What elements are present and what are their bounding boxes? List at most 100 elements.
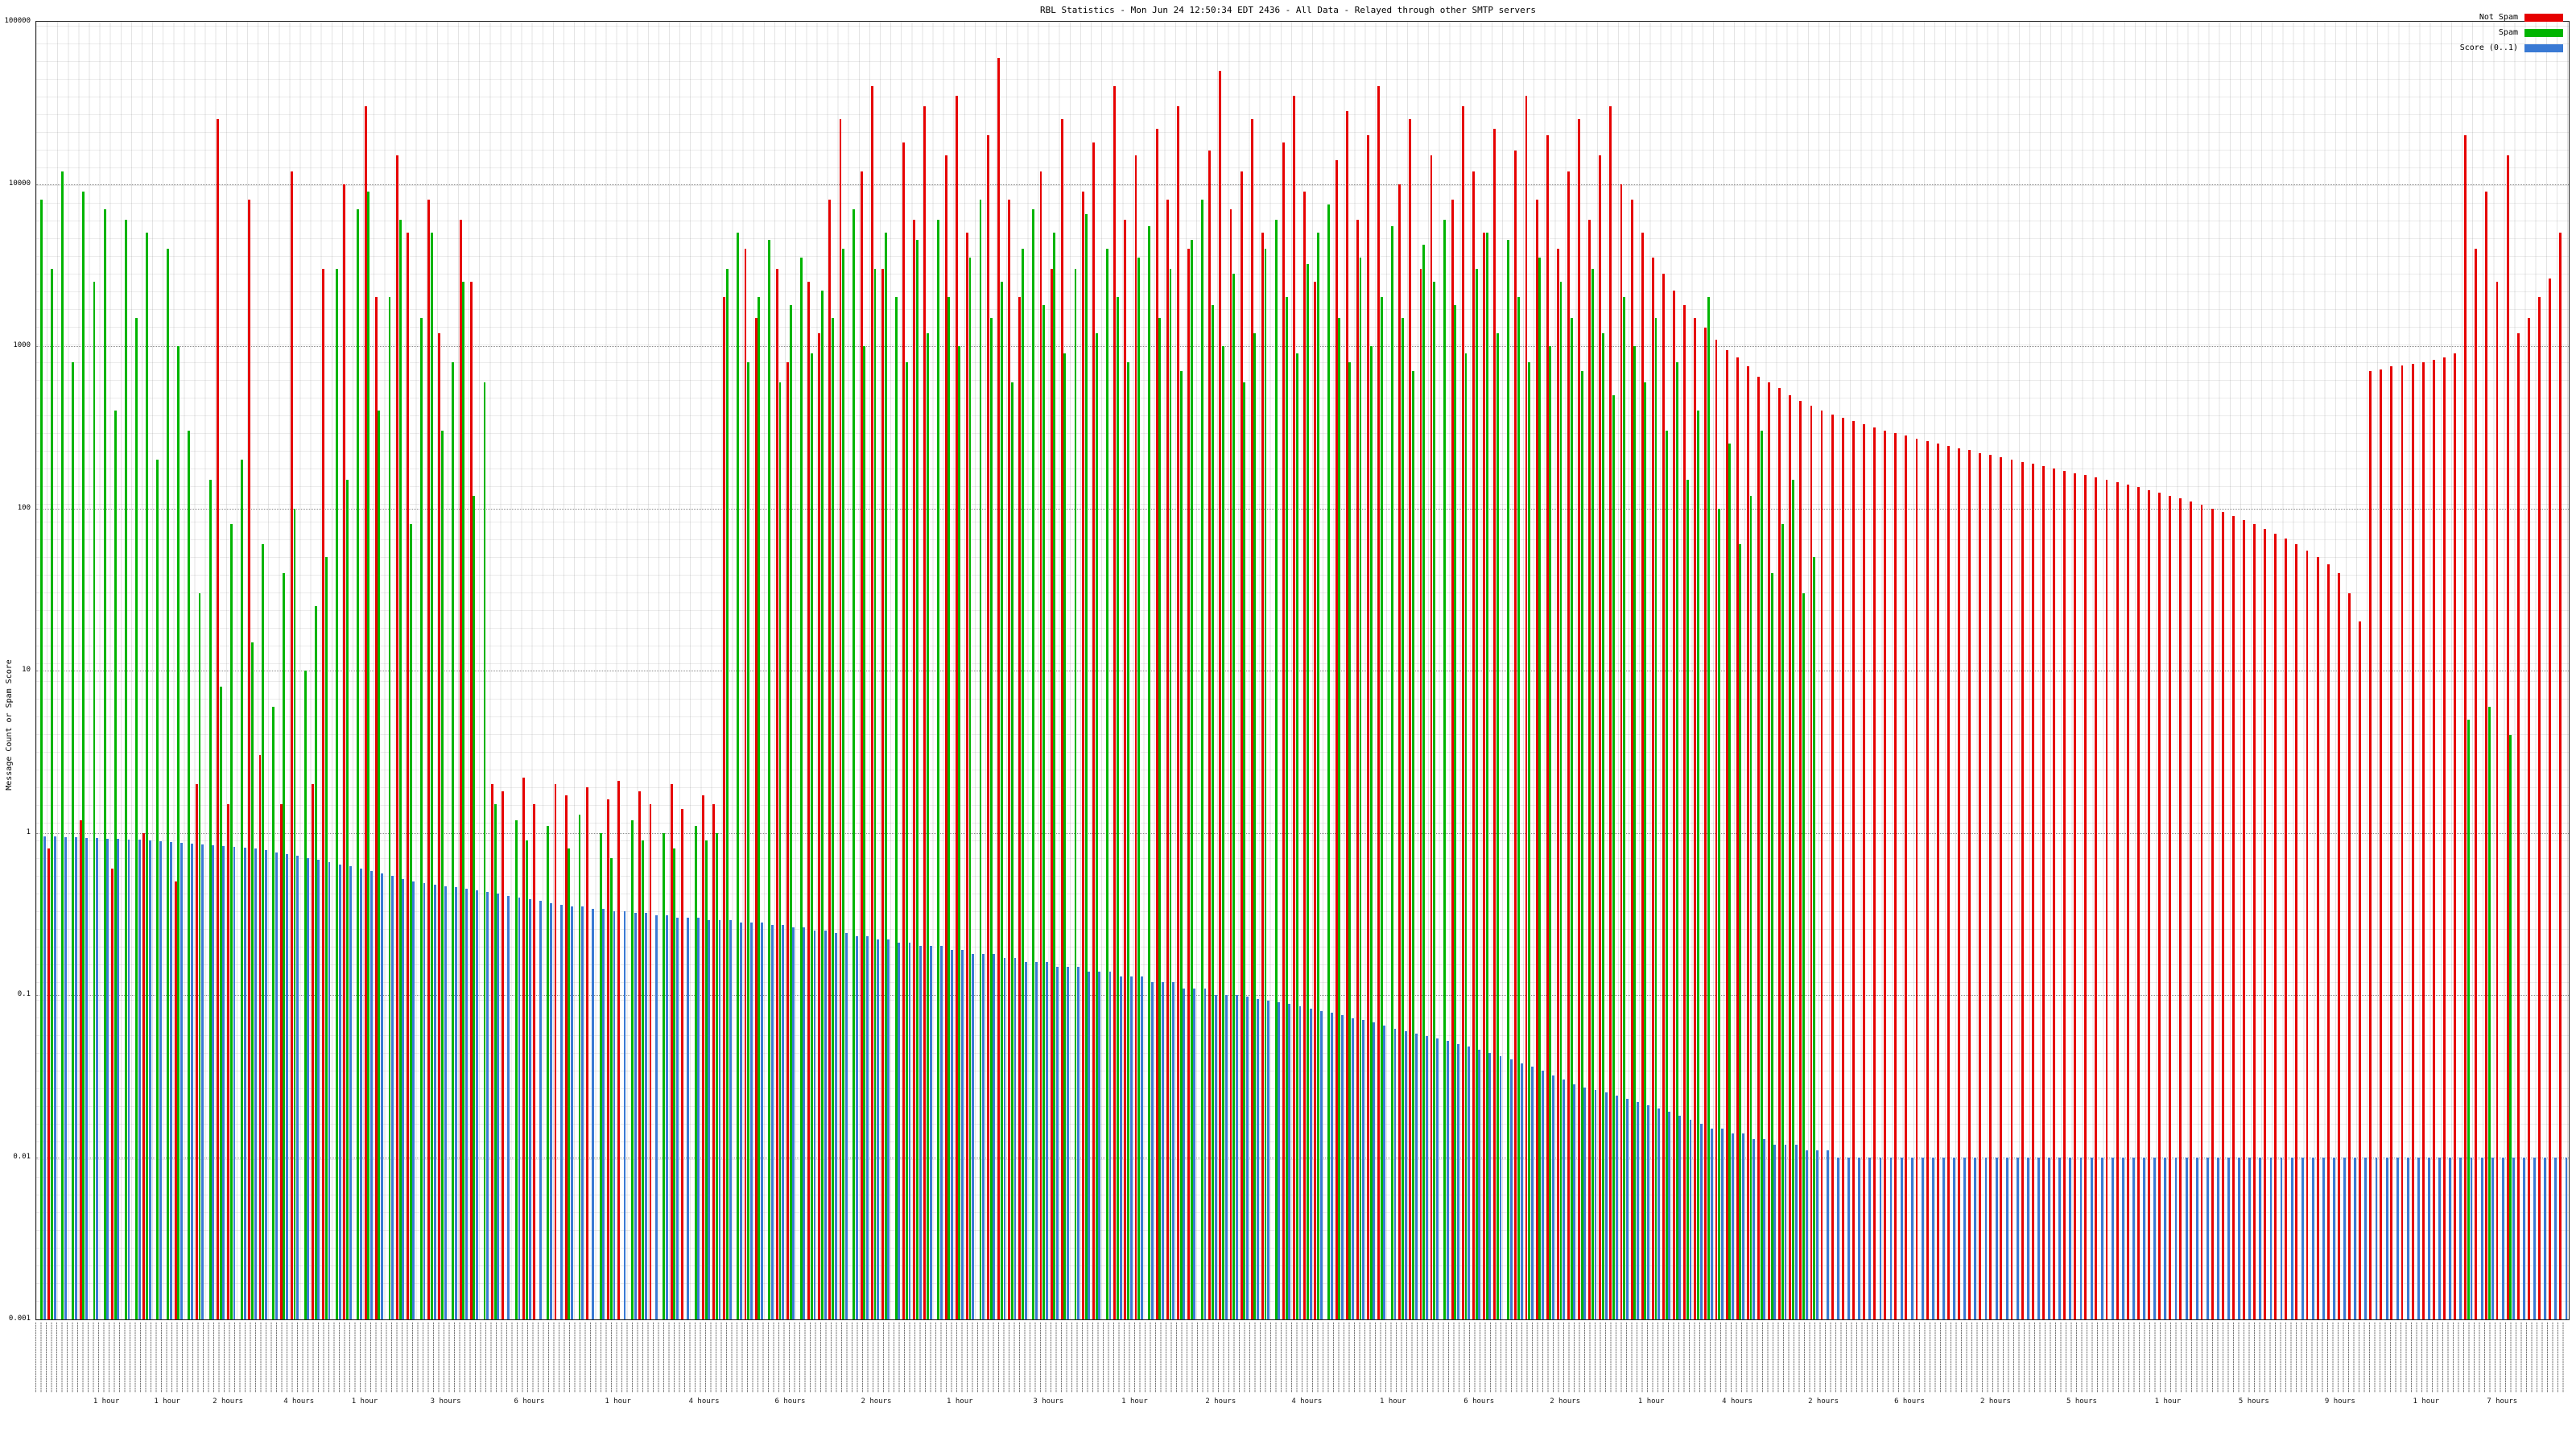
bar-not-spam [1134, 155, 1137, 1319]
bar-not-spam [1356, 220, 1359, 1319]
bar-spam [884, 233, 887, 1319]
bar-not-spam [1282, 142, 1285, 1319]
x-hour-label: 2 hours [1550, 1397, 1581, 1406]
bar-score-0-1 [1689, 1120, 1692, 1319]
bar-score-0-1 [2354, 1157, 2357, 1319]
bar-not-spam [395, 155, 398, 1319]
bar-spam [1422, 245, 1426, 1319]
bar-spam [915, 240, 919, 1319]
bar-spam [1000, 281, 1003, 1319]
bar-score-0-1 [127, 839, 130, 1319]
bar-not-spam [1936, 444, 1939, 1319]
x-hour-label: 1 hour [351, 1397, 378, 1406]
bar-score-0-1 [2417, 1157, 2420, 1319]
bar-spam [198, 592, 201, 1319]
bar-not-spam [279, 804, 283, 1319]
bar-not-spam [1546, 134, 1549, 1319]
bar-score-0-1 [739, 922, 742, 1319]
bar-not-spam [407, 233, 409, 1319]
bar-spam [1042, 304, 1046, 1319]
bar-score-0-1 [1330, 1012, 1333, 1319]
bar-spam [1538, 258, 1542, 1319]
bar-score-0-1 [581, 906, 584, 1319]
bar-spam [1369, 346, 1373, 1319]
bar-score-0-1 [2185, 1157, 2188, 1319]
bar-spam [852, 208, 856, 1319]
bar-score-0-1 [1974, 1157, 1977, 1319]
bar-not-spam [1768, 382, 1770, 1319]
bar-spam [1570, 317, 1573, 1319]
bar-score-0-1 [602, 908, 605, 1319]
bar-score-0-1 [782, 925, 785, 1319]
bar-spam [398, 220, 402, 1319]
bar-spam [1169, 268, 1172, 1319]
bar-spam [968, 258, 972, 1319]
bar-not-spam [1778, 388, 1781, 1319]
bar-score-0-1 [1910, 1157, 1913, 1319]
bar-not-spam [712, 804, 716, 1319]
bar-spam [357, 208, 360, 1319]
bar-score-0-1 [729, 919, 732, 1319]
bar-score-0-1 [2037, 1157, 2040, 1319]
bar-score-0-1 [2554, 1157, 2557, 1319]
bar-spam [1813, 557, 1816, 1319]
bar-not-spam [1831, 414, 1834, 1319]
bar-score-0-1 [169, 841, 172, 1319]
bar-not-spam [2432, 360, 2435, 1319]
bar-not-spam [343, 184, 346, 1319]
x-hour-label: 1 hour [2413, 1397, 2440, 1406]
bar-score-0-1 [1625, 1098, 1629, 1319]
bar-score-0-1 [1837, 1157, 1839, 1319]
bar-spam [251, 642, 254, 1319]
bar-spam [568, 848, 571, 1319]
bar-not-spam [2031, 464, 2034, 1319]
bar-score-0-1 [2069, 1157, 2072, 1319]
bar-spam [1285, 297, 1288, 1319]
bar-not-spam [1229, 208, 1232, 1319]
bar-spam [103, 208, 106, 1319]
bar-spam [208, 480, 212, 1319]
bar-spam [642, 840, 645, 1319]
bar-score-0-1 [2512, 1157, 2515, 1319]
bar-score-0-1 [359, 869, 362, 1319]
bar-score-0-1 [1404, 1030, 1407, 1319]
x-hour-label: 1 hour [947, 1397, 973, 1406]
bar-not-spam [1863, 424, 1865, 1319]
bar-spam [229, 524, 233, 1319]
bar-not-spam [2242, 519, 2245, 1319]
bar-score-0-1 [1362, 1020, 1365, 1319]
bar-score-0-1 [1013, 957, 1017, 1319]
x-axis-labels-band [35, 1322, 2568, 1393]
bar-not-spam [217, 119, 220, 1319]
bar-not-spam [1525, 95, 1528, 1319]
bar-not-spam [290, 171, 293, 1319]
bar-score-0-1 [2227, 1157, 2230, 1319]
bar-spam [989, 317, 993, 1319]
bar-not-spam [1641, 233, 1644, 1319]
bar-score-0-1 [1088, 971, 1091, 1319]
legend-swatch-score [2524, 43, 2563, 52]
bar-not-spam [2549, 279, 2551, 1319]
y-tick-label: 10 [22, 666, 31, 674]
bar-score-0-1 [338, 864, 341, 1319]
bar-spam [704, 840, 708, 1319]
bar-not-spam [1261, 233, 1264, 1319]
x-hour-label: 6 hours [514, 1397, 545, 1406]
bar-score-0-1 [2438, 1157, 2442, 1319]
bar-not-spam [1820, 411, 1823, 1319]
x-hour-label: 7 hours [2487, 1397, 2518, 1406]
y-tick-label: 0.01 [13, 1152, 31, 1161]
bar-score-0-1 [1140, 976, 1143, 1319]
bar-not-spam [1250, 119, 1253, 1319]
bar-score-0-1 [275, 852, 278, 1319]
x-hour-label: 3 hours [1033, 1397, 1064, 1406]
bar-not-spam [744, 248, 747, 1319]
bar-spam [694, 826, 697, 1319]
bar-not-spam [1018, 297, 1022, 1319]
legend-swatch-spam [2524, 28, 2563, 37]
bar-not-spam [364, 106, 367, 1319]
bar-score-0-1 [1752, 1138, 1756, 1319]
bar-not-spam [2559, 233, 2562, 1319]
bar-not-spam [174, 881, 177, 1319]
bar-not-spam [427, 200, 431, 1319]
